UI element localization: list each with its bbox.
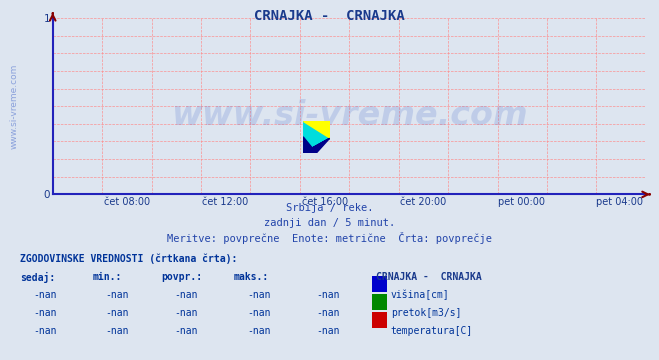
Text: -nan: -nan xyxy=(316,308,340,318)
Text: pretok[m3/s]: pretok[m3/s] xyxy=(391,308,461,318)
Text: -nan: -nan xyxy=(247,290,271,300)
Text: -nan: -nan xyxy=(33,308,57,318)
Text: Srbija / reke.: Srbija / reke. xyxy=(286,203,373,213)
Text: višina[cm]: višina[cm] xyxy=(391,290,449,300)
Text: maks.:: maks.: xyxy=(234,272,269,282)
Polygon shape xyxy=(303,121,330,139)
Text: min.:: min.: xyxy=(92,272,122,282)
Text: -nan: -nan xyxy=(105,290,129,300)
Text: www.si-vreme.com: www.si-vreme.com xyxy=(171,99,528,131)
Polygon shape xyxy=(303,139,330,153)
Text: www.si-vreme.com: www.si-vreme.com xyxy=(10,63,18,149)
Text: temperatura[C]: temperatura[C] xyxy=(391,326,473,336)
Polygon shape xyxy=(303,121,330,153)
Polygon shape xyxy=(303,139,330,153)
Polygon shape xyxy=(303,137,316,153)
Text: povpr.:: povpr.: xyxy=(161,272,202,282)
Text: sedaj:: sedaj: xyxy=(20,272,55,283)
Text: -nan: -nan xyxy=(316,290,340,300)
Text: -nan: -nan xyxy=(247,308,271,318)
Text: CRNAJKA -  CRNAJKA: CRNAJKA - CRNAJKA xyxy=(376,272,481,282)
Text: -nan: -nan xyxy=(175,290,198,300)
Text: -nan: -nan xyxy=(175,308,198,318)
Text: -nan: -nan xyxy=(33,326,57,336)
Text: -nan: -nan xyxy=(105,308,129,318)
Text: ZGODOVINSKE VREDNOSTI (črtkana črta):: ZGODOVINSKE VREDNOSTI (črtkana črta): xyxy=(20,254,237,264)
Text: CRNAJKA -  CRNAJKA: CRNAJKA - CRNAJKA xyxy=(254,9,405,23)
Text: -nan: -nan xyxy=(105,326,129,336)
Text: -nan: -nan xyxy=(316,326,340,336)
Text: -nan: -nan xyxy=(247,326,271,336)
Text: Meritve: povprečne  Enote: metrične  Črta: povprečje: Meritve: povprečne Enote: metrične Črta:… xyxy=(167,232,492,244)
Text: zadnji dan / 5 minut.: zadnji dan / 5 minut. xyxy=(264,218,395,228)
Text: -nan: -nan xyxy=(33,290,57,300)
Text: -nan: -nan xyxy=(175,326,198,336)
